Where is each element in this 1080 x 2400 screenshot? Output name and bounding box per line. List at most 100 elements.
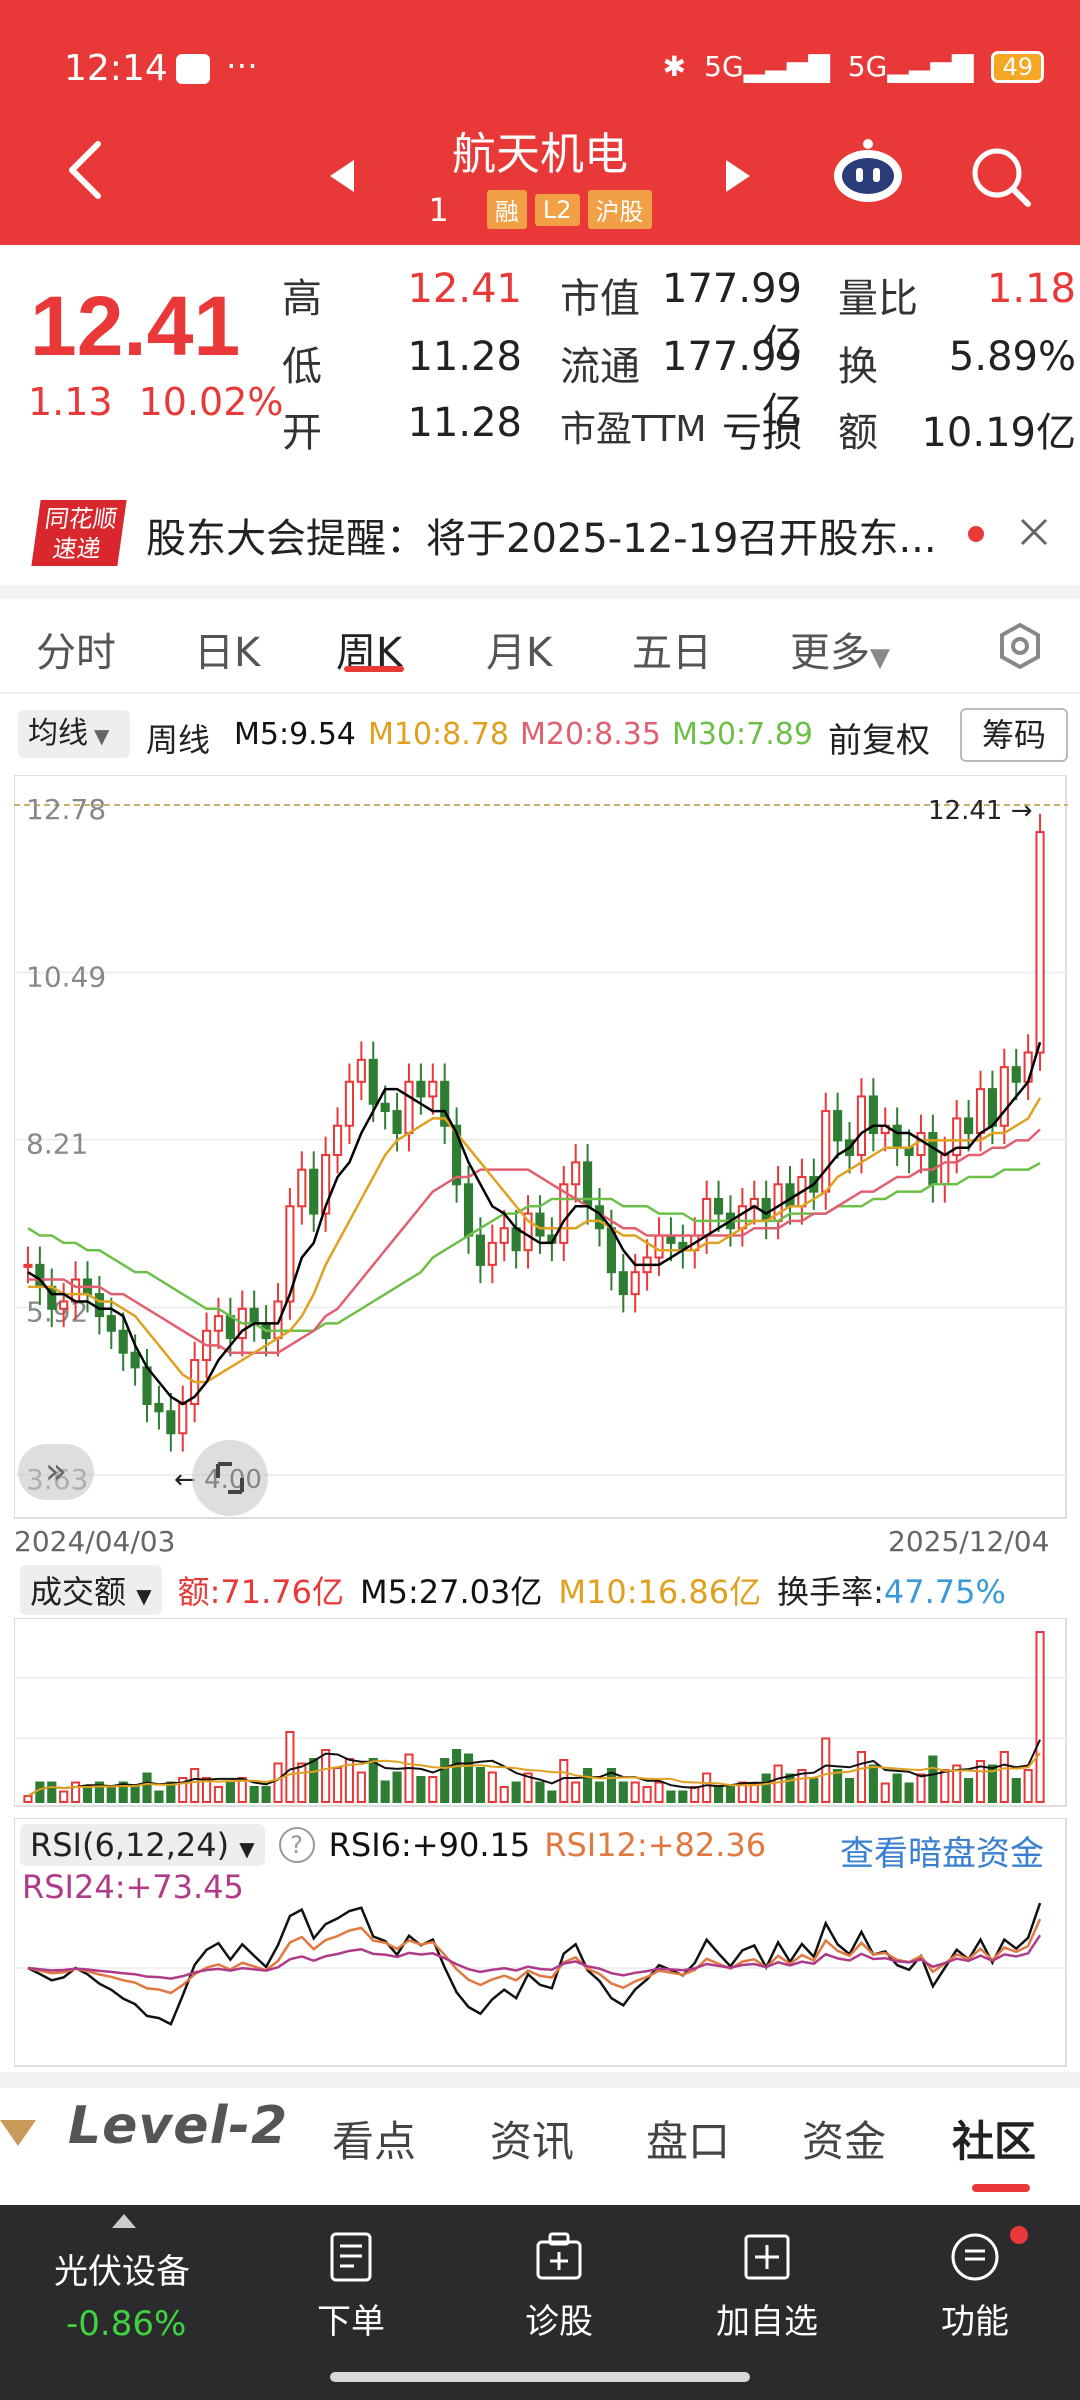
candle [332, 1124, 343, 1157]
help-icon[interactable]: ? [278, 1827, 315, 1863]
fullscreen-button[interactable] [192, 1440, 268, 1516]
candle [1035, 831, 1045, 1054]
candle [94, 1293, 104, 1318]
volume-bar [440, 1758, 450, 1803]
unread-dot [968, 526, 984, 542]
candle [833, 1110, 843, 1142]
notice-text[interactable]: 股东大会提醒：将于2025-12-19召开股东... [146, 516, 937, 562]
volume-bar [130, 1786, 140, 1803]
logo-bottom-text: 速递 [50, 535, 103, 563]
next-stock-icon[interactable] [722, 158, 752, 198]
caret-down-icon: ▼ [870, 643, 890, 673]
change-amount: 1.13 [28, 380, 113, 424]
chip-distribution-button[interactable]: 筹码 [960, 708, 1068, 762]
volume-bar [392, 1771, 402, 1803]
tab-highlights[interactable]: 看点 [332, 2117, 417, 2166]
tab-monthly-k[interactable]: 月K [486, 630, 553, 676]
volume-select[interactable]: 成交额 ▼ [20, 1565, 162, 1615]
candle [499, 1227, 509, 1244]
ths-express-logo: 同花顺 速递 [31, 500, 127, 566]
volume-select-label: 成交额 [30, 1573, 127, 1611]
nav-order-label: 下单 [317, 2302, 385, 2342]
mktcap-label: 市值 [560, 276, 640, 322]
rsi-chart[interactable] [14, 1818, 1068, 2068]
volume-bar [261, 1786, 271, 1803]
ma20-value: M20:8.35 [520, 717, 661, 752]
tab-news[interactable]: 资讯 [490, 2117, 575, 2166]
tab-five-day[interactable]: 五日 [632, 630, 712, 676]
tab-daily-k[interactable]: 日K [194, 630, 261, 676]
volume-bar [368, 1758, 378, 1803]
volume-bar [797, 1769, 807, 1803]
nav-order[interactable]: 下单 [276, 2230, 426, 2343]
sector-name[interactable]: 光伏设备 [54, 2252, 190, 2292]
volume-bar [583, 1768, 593, 1803]
level2-tab[interactable]: Level-2 [68, 2096, 289, 2156]
sector-up-icon [112, 2214, 136, 2228]
volume-legend: 成交额 ▼ 额:71.76亿 M5:27.03亿 M10:16.86亿 换手率:… [20, 1565, 1006, 1615]
back-icon[interactable] [64, 140, 108, 199]
expand-chart-button[interactable]: » [18, 1444, 94, 1500]
tag-l2: L2 [534, 193, 580, 226]
tab-more-label: 更多 [790, 630, 870, 676]
volume-bar [594, 1781, 605, 1803]
close-icon[interactable] [1018, 516, 1050, 552]
logo-top-text: 同花顺 [43, 505, 119, 533]
volume-m10: M10:16.86亿 [558, 1573, 762, 1611]
tab-community[interactable]: 社区 [952, 2117, 1037, 2166]
nav-diagnose[interactable]: 诊股 [484, 2230, 634, 2343]
robot-assistant-icon[interactable] [832, 138, 904, 204]
nav-functions[interactable]: 功能 [900, 2230, 1050, 2343]
volume-ma10 [27, 1752, 1041, 1797]
turnover-rate-label: 换手率: [777, 1573, 884, 1611]
volume-bar [618, 1781, 628, 1803]
caret-down-icon: ▼ [94, 724, 110, 748]
y-tick-label: 10.49 [26, 961, 106, 994]
volume-m5: M5:27.03亿 [359, 1573, 543, 1611]
tab-capital[interactable]: 资金 [802, 2117, 887, 2166]
change-percent: 10.02% [138, 380, 284, 424]
volume-bar [142, 1772, 152, 1803]
volume-bar [785, 1773, 795, 1803]
open-label: 开 [282, 410, 322, 456]
tab-orderbook[interactable]: 盘口 [646, 2117, 731, 2166]
candle [618, 1271, 628, 1296]
indicator-select[interactable]: 均线 ▼ [18, 710, 130, 758]
tab-more[interactable]: 更多▼ [790, 620, 890, 678]
home-indicator[interactable] [330, 2372, 750, 2382]
candle [416, 1080, 426, 1098]
candle [380, 1102, 390, 1113]
settings-icon[interactable] [996, 622, 1044, 680]
adjust-mode[interactable]: 前复权 [828, 721, 930, 761]
candle [321, 1154, 331, 1215]
volume-chart[interactable] [14, 1618, 1068, 1808]
volume-bar [225, 1781, 235, 1803]
nav-add-watchlist[interactable]: 加自选 [692, 2230, 842, 2343]
volume-frame [14, 1618, 1067, 1807]
volume-bar [1035, 1631, 1045, 1803]
candle [285, 1205, 295, 1303]
tab-intraday[interactable]: 分时 [36, 630, 116, 676]
volume-bar [213, 1786, 224, 1803]
volume-bar [511, 1781, 521, 1803]
candle [761, 1197, 771, 1222]
turnover-rate: 换手率:47.75% [777, 1567, 1006, 1613]
period-tabs: 分时 日K 周K 月K 五日 更多▼ [0, 610, 1080, 690]
candle [392, 1110, 402, 1135]
volume-bar [761, 1773, 771, 1803]
prev-stock-icon[interactable] [328, 158, 358, 198]
candle [964, 1117, 974, 1135]
search-icon[interactable] [970, 146, 1032, 212]
volume-bar [285, 1731, 295, 1803]
volume-bar [690, 1786, 700, 1803]
candle [868, 1095, 878, 1135]
pe-value: 亏损 [722, 410, 802, 456]
volume-bar [535, 1781, 545, 1803]
candle [940, 1154, 950, 1186]
volume-bar [642, 1786, 652, 1803]
volume-bar [190, 1768, 200, 1803]
divider [0, 692, 1080, 694]
dark-pool-link[interactable]: 查看暗盘资金 [840, 1834, 1044, 1874]
rsi-select[interactable]: RSI(6,12,24) ▼ [20, 1824, 265, 1866]
